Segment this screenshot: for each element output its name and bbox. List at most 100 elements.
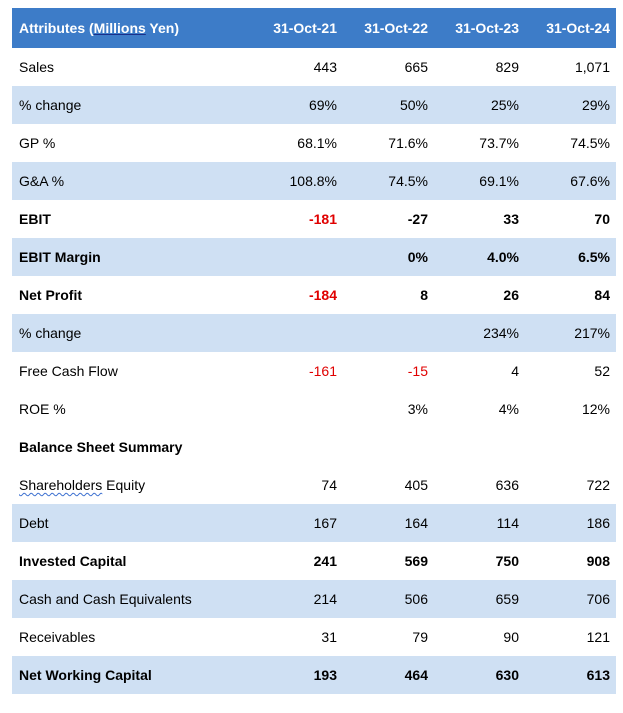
row-sales-change: % change 69% 50% 25% 29% bbox=[12, 86, 616, 124]
period-column-header: 31-Oct-23 bbox=[434, 8, 525, 48]
financial-summary-table-container: Attributes (Millions Yen) 31-Oct-21 31-O… bbox=[12, 8, 616, 694]
row-balance-sheet-summary-heading: Balance Sheet Summary bbox=[12, 428, 616, 466]
row-debt: Debt 167 164 114 186 bbox=[12, 504, 616, 542]
period-column-header: 31-Oct-21 bbox=[252, 8, 343, 48]
table-cell: 90 bbox=[434, 618, 525, 656]
table-cell: 241 bbox=[252, 542, 343, 580]
row-gp-percent: GP % 68.1% 71.6% 73.7% 74.5% bbox=[12, 124, 616, 162]
table-cell: 84 bbox=[525, 276, 616, 314]
table-cell: 70 bbox=[525, 200, 616, 238]
table-cell: 636 bbox=[434, 466, 525, 504]
table-cell: 0% bbox=[343, 238, 434, 276]
row-invested-capital: Invested Capital 241 569 750 908 bbox=[12, 542, 616, 580]
table-cell bbox=[252, 238, 343, 276]
row-label: Net Profit bbox=[12, 276, 252, 314]
table-cell: 659 bbox=[434, 580, 525, 618]
table-cell: 71.6% bbox=[343, 124, 434, 162]
table-cell: 214 bbox=[252, 580, 343, 618]
row-shareholders-equity: Shareholders Equity 74 405 636 722 bbox=[12, 466, 616, 504]
attributes-column-header: Attributes (Millions Yen) bbox=[12, 8, 252, 48]
table-cell-negative: -184 bbox=[252, 276, 343, 314]
table-cell: 26 bbox=[434, 276, 525, 314]
table-cell-negative: -15 bbox=[343, 352, 434, 390]
table-cell: 108.8% bbox=[252, 162, 343, 200]
period-column-header: 31-Oct-24 bbox=[525, 8, 616, 48]
table-cell: 506 bbox=[343, 580, 434, 618]
table-cell: 31 bbox=[252, 618, 343, 656]
spellcheck-underlined-word: Shareholders bbox=[19, 477, 103, 493]
table-cell: 722 bbox=[525, 466, 616, 504]
row-receivables: Receivables 31 79 90 121 bbox=[12, 618, 616, 656]
table-cell: 8 bbox=[343, 276, 434, 314]
row-sales: Sales 443 665 829 1,071 bbox=[12, 48, 616, 86]
section-heading: Balance Sheet Summary bbox=[12, 428, 252, 466]
table-cell: 74 bbox=[252, 466, 343, 504]
row-free-cash-flow: Free Cash Flow -161 -15 4 52 bbox=[12, 352, 616, 390]
row-label: Sales bbox=[12, 48, 252, 86]
row-label: Free Cash Flow bbox=[12, 352, 252, 390]
table-cell: 750 bbox=[434, 542, 525, 580]
table-cell: 829 bbox=[434, 48, 525, 86]
table-cell: 33 bbox=[434, 200, 525, 238]
table-cell: 50% bbox=[343, 86, 434, 124]
table-cell: 3% bbox=[343, 390, 434, 428]
table-cell: 6.5% bbox=[525, 238, 616, 276]
table-cell: 4% bbox=[434, 390, 525, 428]
row-label: ROE % bbox=[12, 390, 252, 428]
row-net-working-capital: Net Working Capital 193 464 630 613 bbox=[12, 656, 616, 694]
table-cell bbox=[434, 428, 525, 466]
row-label: Shareholders Equity bbox=[12, 466, 252, 504]
table-cell: 74.5% bbox=[343, 162, 434, 200]
table-cell: 613 bbox=[525, 656, 616, 694]
row-net-profit: Net Profit -184 8 26 84 bbox=[12, 276, 616, 314]
table-cell: 52 bbox=[525, 352, 616, 390]
table-cell: 74.5% bbox=[525, 124, 616, 162]
table-cell: 25% bbox=[434, 86, 525, 124]
row-label: % change bbox=[12, 86, 252, 124]
table-cell: 217% bbox=[525, 314, 616, 352]
row-cash-and-equivalents: Cash and Cash Equivalents 214 506 659 70… bbox=[12, 580, 616, 618]
row-net-profit-change: % change 234% 217% bbox=[12, 314, 616, 352]
table-header-row: Attributes (Millions Yen) 31-Oct-21 31-O… bbox=[12, 8, 616, 48]
table-cell bbox=[252, 390, 343, 428]
table-cell: 69.1% bbox=[434, 162, 525, 200]
row-label: EBIT bbox=[12, 200, 252, 238]
table-cell: 167 bbox=[252, 504, 343, 542]
table-cell bbox=[252, 314, 343, 352]
table-cell bbox=[252, 428, 343, 466]
row-label: Invested Capital bbox=[12, 542, 252, 580]
row-label: G&A % bbox=[12, 162, 252, 200]
table-cell: 186 bbox=[525, 504, 616, 542]
table-cell: 79 bbox=[343, 618, 434, 656]
table-cell: 69% bbox=[252, 86, 343, 124]
table-cell bbox=[343, 428, 434, 466]
table-cell-negative: -181 bbox=[252, 200, 343, 238]
row-label: EBIT Margin bbox=[12, 238, 252, 276]
table-cell: 630 bbox=[434, 656, 525, 694]
table-cell: 114 bbox=[434, 504, 525, 542]
table-cell: 68.1% bbox=[252, 124, 343, 162]
row-label: Receivables bbox=[12, 618, 252, 656]
table-cell: 4.0% bbox=[434, 238, 525, 276]
row-label: GP % bbox=[12, 124, 252, 162]
table-cell: 29% bbox=[525, 86, 616, 124]
table-cell: 464 bbox=[343, 656, 434, 694]
table-cell: 405 bbox=[343, 466, 434, 504]
table-cell: 4 bbox=[434, 352, 525, 390]
table-cell: 234% bbox=[434, 314, 525, 352]
table-cell: -27 bbox=[343, 200, 434, 238]
table-cell: 443 bbox=[252, 48, 343, 86]
table-cell: 665 bbox=[343, 48, 434, 86]
row-ga-percent: G&A % 108.8% 74.5% 69.1% 67.6% bbox=[12, 162, 616, 200]
table-cell: 67.6% bbox=[525, 162, 616, 200]
table-cell: 193 bbox=[252, 656, 343, 694]
row-label: % change bbox=[12, 314, 252, 352]
table-cell: 908 bbox=[525, 542, 616, 580]
row-label: Debt bbox=[12, 504, 252, 542]
period-column-header: 31-Oct-22 bbox=[343, 8, 434, 48]
table-cell: 569 bbox=[343, 542, 434, 580]
table-cell: 73.7% bbox=[434, 124, 525, 162]
table-cell-negative: -161 bbox=[252, 352, 343, 390]
table-cell: 1,071 bbox=[525, 48, 616, 86]
table-cell bbox=[343, 314, 434, 352]
